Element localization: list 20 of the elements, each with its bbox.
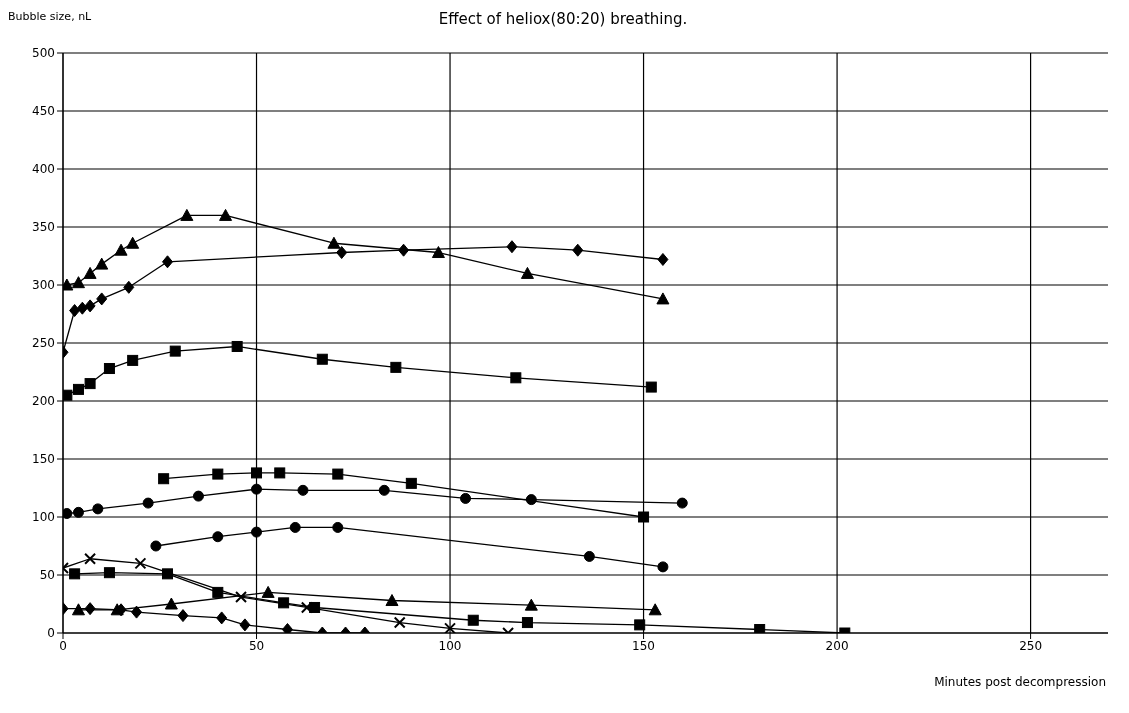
y-tick-label: 200 (32, 394, 55, 409)
x-tick-label: 250 (1019, 638, 1043, 653)
chart-title: Effect of heliox(80:20) breathing. (438, 10, 688, 28)
x-tick-label: 200 (825, 638, 849, 653)
x-tick-label: 50 (248, 638, 265, 653)
y-tick-label: 150 (32, 452, 55, 467)
y-tick-label: 50 (39, 568, 55, 583)
y-tick-label: 0 (47, 626, 55, 641)
y-tick-label: 300 (32, 278, 55, 293)
x-tick-label: 0 (59, 638, 67, 653)
y-tick-label: 500 (32, 46, 55, 61)
y-tick-label: 250 (32, 336, 55, 351)
x-axis-title: Minutes post decompression (934, 675, 1106, 689)
y-axis-title: Bubble size, nL (8, 10, 92, 23)
y-tick-label: 100 (32, 510, 55, 525)
y-tick-label: 450 (32, 104, 55, 119)
x-tick-label: 150 (632, 638, 656, 653)
x-tick-label: 100 (438, 638, 462, 653)
y-tick-label: 400 (32, 162, 55, 177)
y-tick-label: 350 (32, 220, 55, 235)
